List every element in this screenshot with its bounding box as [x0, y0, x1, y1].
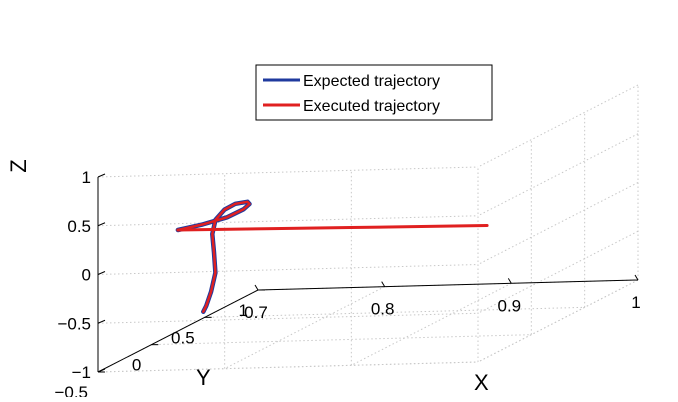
legend-box: [255, 64, 493, 121]
z-tick-label: 1: [82, 168, 91, 187]
y-axis-label: Y: [196, 365, 211, 390]
z-tick-mark: [97, 173, 106, 178]
grid-line: [151, 334, 532, 346]
z-tick-mark: [97, 271, 106, 275]
legend-label-expected: Expected trajectory: [303, 73, 440, 90]
axes: [97, 173, 639, 373]
series-executed-line: [176, 200, 251, 313]
grid-line: [477, 279, 639, 363]
grid-line: [477, 84, 639, 168]
x-tick-mark: [381, 281, 386, 287]
y-tick-label: 0.5: [171, 328, 195, 347]
x-axis-label: X: [474, 370, 489, 395]
legend: Expected trajectory Executed trajectory: [255, 64, 493, 121]
grid-line: [97, 264, 479, 275]
y-tick-label: 1: [239, 301, 248, 320]
z-tick-mark: [97, 319, 106, 324]
grid: [97, 84, 639, 373]
x-axis-line: [257, 279, 639, 291]
y-axis-line: [97, 289, 259, 373]
grid-line: [97, 361, 479, 373]
grid-line: [477, 133, 639, 217]
grid-line: [224, 286, 385, 370]
series: [175, 199, 489, 314]
y-tick-label: −0.5: [54, 383, 88, 397]
z-tick-label: 0: [82, 266, 91, 285]
z-tick-label: −1: [72, 363, 91, 382]
grid-line: [97, 215, 479, 227]
grid-line: [97, 312, 479, 324]
z-tick-label: −0.5: [57, 314, 91, 333]
legend-label-executed: Executed trajectory: [303, 98, 440, 115]
z-axis-label: Z: [6, 159, 31, 172]
y-tick-label: 0: [132, 356, 141, 375]
x-tick-label: 0.7: [244, 303, 268, 322]
grid-line: [351, 282, 512, 366]
x-tick-mark: [634, 274, 639, 281]
x-tick-label: 0.8: [371, 300, 395, 319]
series-executed-extension-line: [176, 224, 489, 232]
x-tick-label: 0.9: [498, 296, 522, 315]
z-tick-mark: [97, 368, 106, 373]
x-tick-mark: [507, 278, 512, 284]
tick-labels: 0.7 0.8 0.9 1−0.500.51−1−0.500.51: [54, 168, 640, 402]
x-tick-label: 1: [631, 293, 640, 312]
x-tick-mark: [254, 284, 259, 291]
z-tick-label: 0.5: [67, 217, 91, 236]
grid-line: [97, 166, 479, 178]
grid-line: [204, 306, 585, 318]
z-tick-mark: [97, 222, 106, 227]
grid-line: [477, 182, 639, 265]
